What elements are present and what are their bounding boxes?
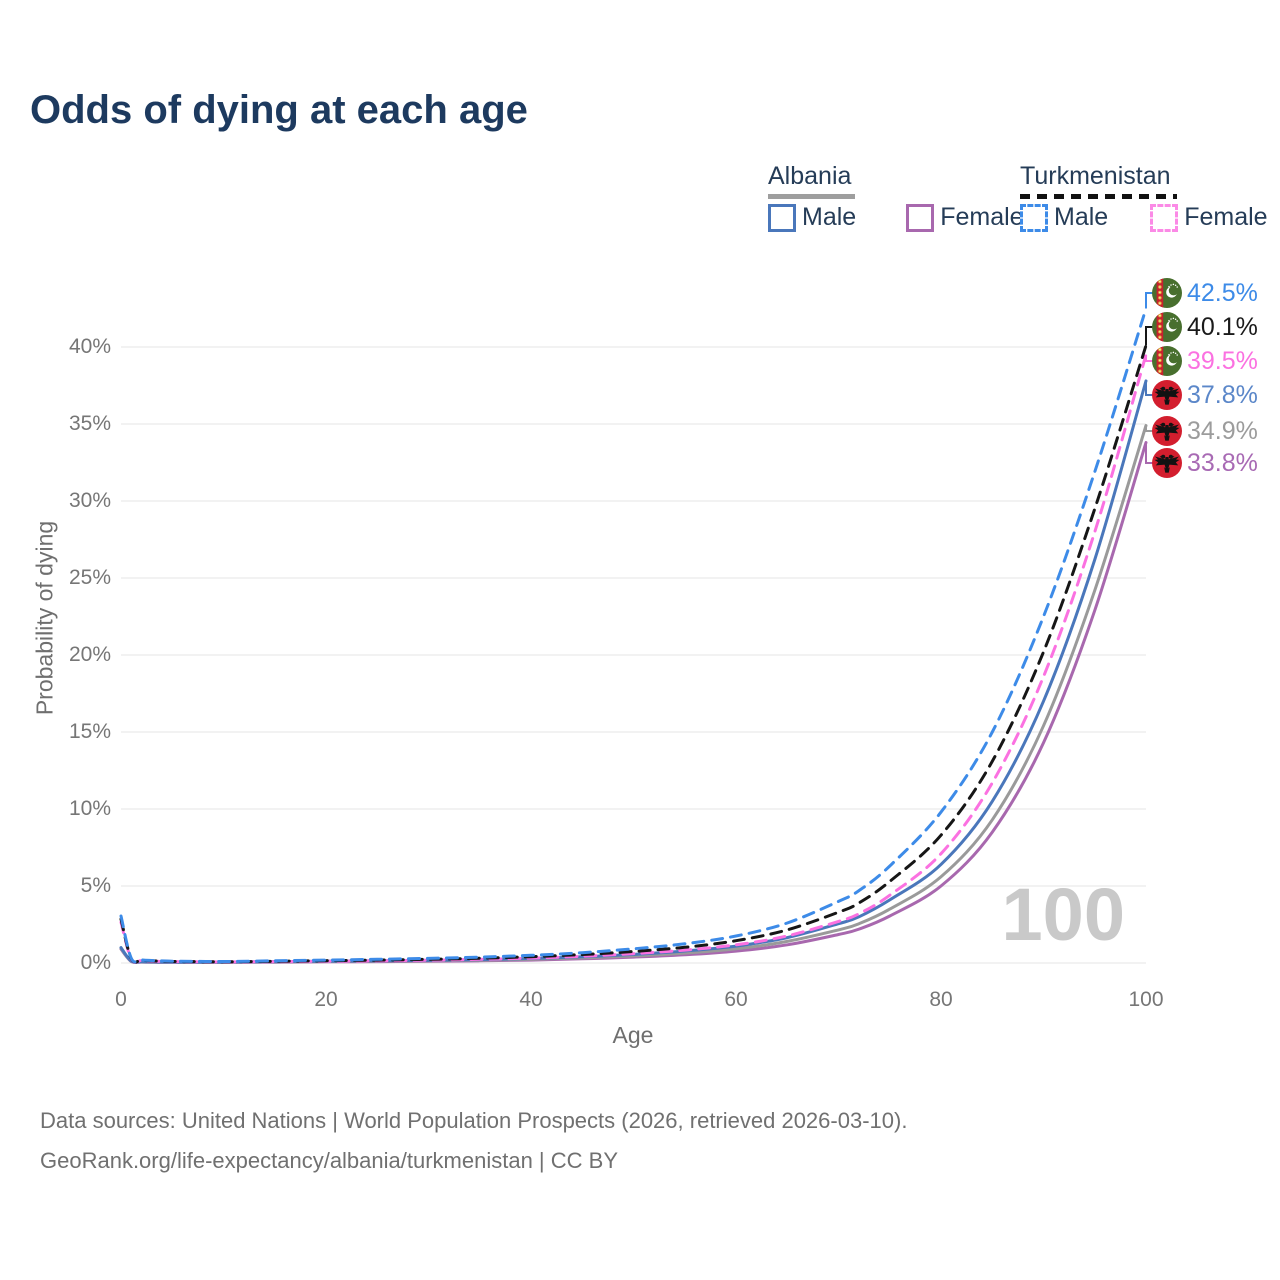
y-tick-label: 35% [68,412,111,435]
end-label-turkmenistan-male: 42.5% [1152,278,1258,308]
x-tick-label: 80 [929,988,953,1011]
x-tick-label: 100 [1128,988,1164,1011]
x-tick-label: 40 [519,988,543,1011]
legend-turkmenistan-male-label: Male [1054,203,1109,231]
legend-albania-female-label: Female [940,203,1024,231]
legend-item-turkmenistan-female[interactable]: Female [1150,203,1268,232]
end-label-albania-male: 37.8% [1152,380,1258,410]
albania-male-swatch-icon [768,203,796,232]
albania-flag-icon [1152,448,1182,478]
y-tick-label: 5% [80,874,111,897]
legend-albania-underline [768,194,855,199]
albania-flag-icon [1152,416,1182,446]
end-label-albania-female: 33.8% [1152,448,1258,478]
footer-attribution: GeoRank.org/life-expectancy/albania/turk… [40,1148,618,1173]
end-label-value: 39.5% [1187,346,1258,375]
legend-albania-items: Male Female [768,203,1024,232]
x-tick-label: 60 [724,988,748,1011]
legend-group-albania: Albania [768,162,855,199]
y-tick-label: 40% [68,335,111,358]
legend-turkmenistan-female-label: Female [1184,203,1268,231]
legend-turkmenistan-items: Male Female [1020,203,1268,232]
legend-item-albania-male[interactable]: Male [768,203,856,232]
y-tick-label: 15% [68,720,111,743]
end-label-value: 42.5% [1187,278,1258,307]
end-label-value: 33.8% [1187,448,1258,477]
end-label-value: 34.9% [1187,416,1258,445]
end-label-albania-both: 34.9% [1152,416,1258,446]
x-axis-title: Age [612,1022,654,1048]
turkmenistan-female-swatch-icon [1150,203,1179,232]
y-tick-label: 30% [68,489,111,512]
end-label-value: 40.1% [1187,312,1258,341]
end-label-turkmenistan-both: 40.1% [1152,312,1258,342]
turkmenistan-flag-icon [1152,278,1182,308]
turkmenistan-flag-icon [1152,312,1182,342]
turkmenistan-flag-icon [1152,346,1182,376]
legend-item-turkmenistan-male[interactable]: Male [1020,203,1108,232]
x-tick-label: 20 [314,988,338,1011]
footer-data-sources: Data sources: United Nations | World Pop… [40,1108,908,1133]
legend-albania-male-label: Male [802,203,857,231]
y-tick-label: 25% [68,566,111,589]
page-title: Odds of dying at each age [30,88,528,132]
legend-turkmenistan-underline [1020,194,1177,199]
age-indicator-watermark: 100 [1001,873,1125,956]
y-axis-title: Probability of dying [31,520,58,716]
legend-group-turkmenistan: Turkmenistan [1020,162,1177,199]
x-tick-label: 0 [115,988,127,1011]
end-label-turkmenistan-female: 39.5% [1152,346,1258,376]
series-line-turkmenistan-male [119,307,1148,964]
legend-item-albania-female[interactable]: Female [906,203,1024,232]
turkmenistan-male-swatch-icon [1020,203,1048,232]
albania-flag-icon [1152,380,1182,410]
end-label-value: 37.8% [1187,380,1258,409]
y-tick-label: 10% [68,797,111,820]
albania-female-swatch-icon [906,203,935,232]
y-tick-label: 0% [80,951,111,974]
legend-turkmenistan-title: Turkmenistan [1020,162,1171,190]
y-tick-label: 20% [68,643,111,666]
legend-albania-title: Albania [768,162,852,190]
series-line-turkmenistan-both [119,344,1148,964]
